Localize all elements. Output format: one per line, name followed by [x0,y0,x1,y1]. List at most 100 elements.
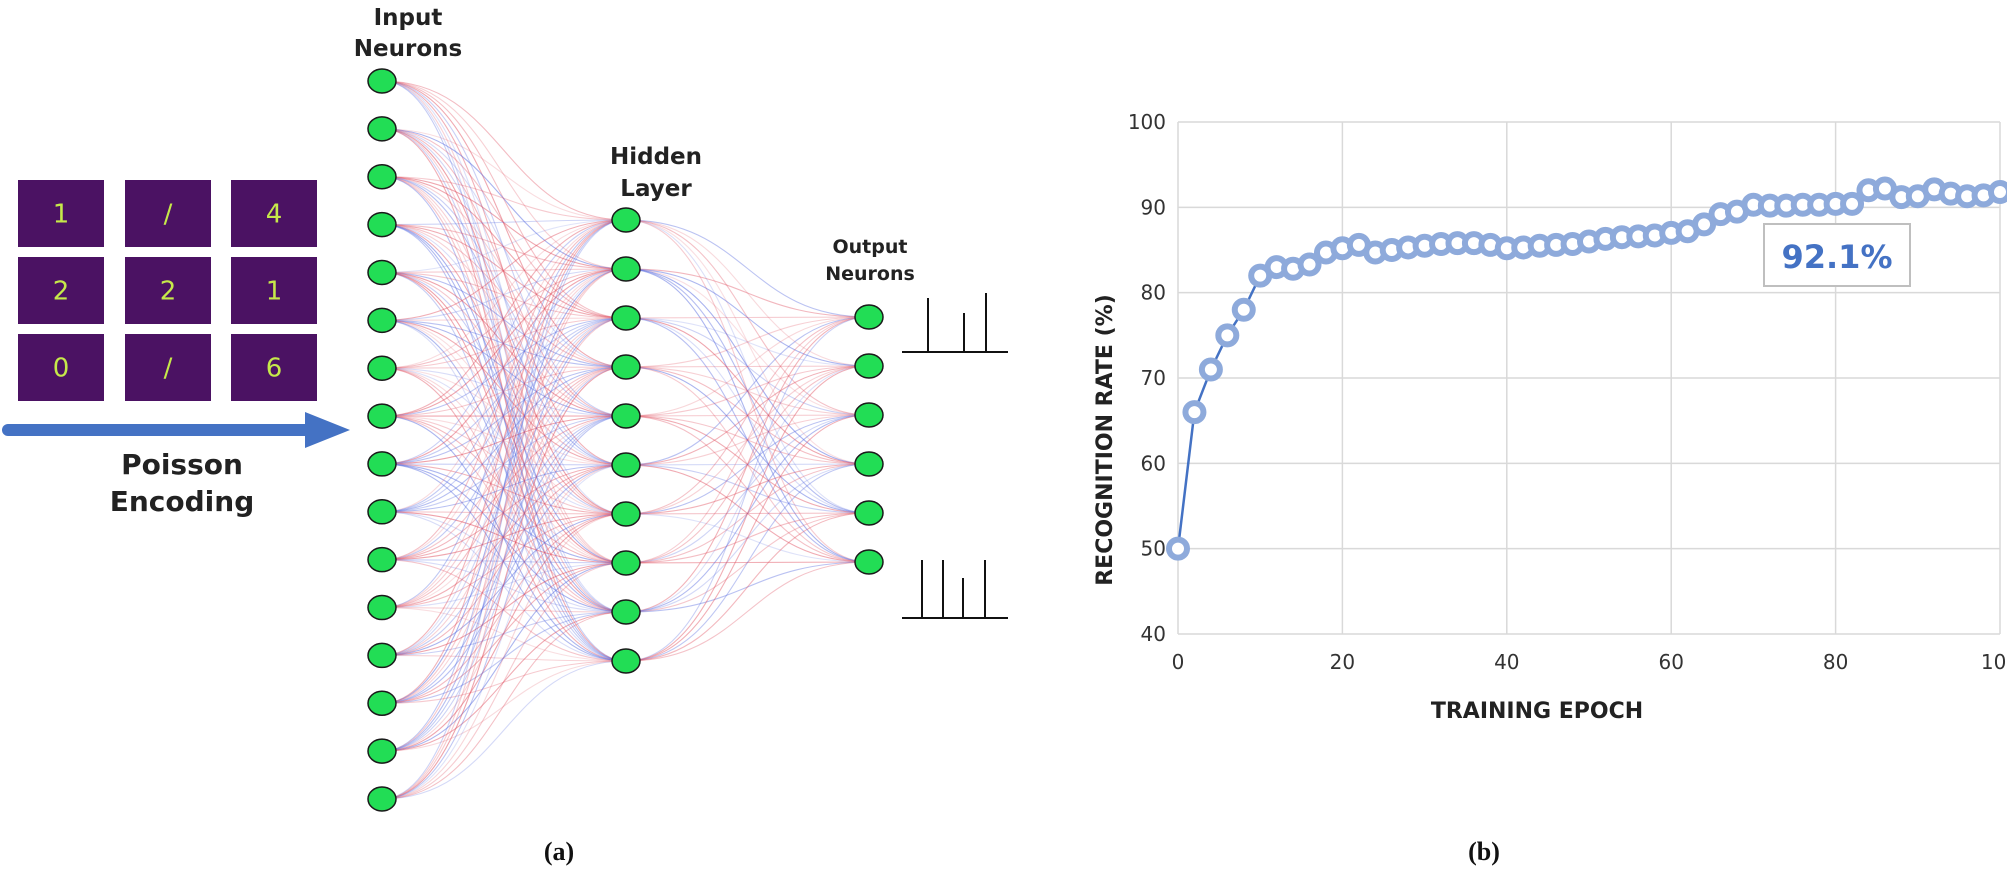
recognition-rate-chart: 0 20 40 60 80 100 40 50 60 70 80 90 100 92.1% TRAIN… [1093,110,2007,866]
synapse-link [381,317,627,513]
synapse-link [625,365,870,564]
synapse-link [381,128,627,564]
synapse-link [381,176,627,564]
synapse-link [381,224,627,564]
input-label-line1: Input [374,5,443,31]
digit-tile: 0 [18,334,104,401]
synapse-link [381,219,627,321]
synapse-link [381,366,627,704]
encoding-label-line2: Encoding [110,485,255,518]
synapse-link [381,513,627,752]
synapse-link [381,464,627,752]
synapse-link [381,176,627,368]
synapse-link [381,511,627,613]
synapse-link [381,176,627,319]
synapse-link [381,317,627,704]
synapse-link [381,463,627,515]
synapse-link [381,513,627,704]
synapse-link [381,176,627,270]
synapse-link [381,219,627,513]
input-neuron [367,738,397,764]
synapse-link [381,562,627,752]
synapse-link [625,219,870,416]
input-neuron [367,259,397,286]
synapse-link [381,317,627,752]
synapse-link [625,317,870,367]
synapse-link [381,415,627,564]
digit-glyph: / [164,200,173,230]
synapse-connections [381,80,870,800]
data-point [1166,536,1190,561]
synapse-link [625,316,870,613]
synapse-link [381,660,627,752]
synapse-link [381,559,627,613]
synapse-link [381,128,627,613]
synapse-link [381,271,627,417]
series-markers [1166,176,2007,561]
synapse-link [381,464,627,609]
synapse-link [381,271,627,515]
synapse-link [381,367,627,564]
output-neuron [854,304,884,330]
synapse-link [381,319,627,368]
synapse-link [625,366,870,416]
synapse-link [381,271,627,466]
synapse-link [381,415,627,513]
synapse-link [381,219,627,417]
data-point [1988,179,2007,204]
synapse-link [625,463,870,564]
digit-glyph: 4 [266,200,283,230]
synapse-link [381,219,627,752]
digit-glyph: 1 [53,200,70,230]
encoding-label-line1: Poisson [121,448,243,481]
synapse-link [625,464,870,514]
synapse-link [381,176,627,417]
synapse-link [625,268,870,318]
synapse-link [381,80,627,417]
synapse-link [381,366,627,752]
synapse-link [381,464,627,513]
synapse-link [381,80,627,613]
synapse-link [381,224,627,368]
synapse-link [381,511,627,515]
synapse-link [625,512,870,613]
synapse-link [625,414,870,662]
synapse-link [381,219,627,369]
data-point [1198,357,1223,382]
hidden-neuron [611,403,641,429]
x-axis-label: TRAINING EPOCH [1431,699,1643,724]
synapse-link [625,316,870,564]
input-neuron [367,451,397,477]
synapse-link [381,176,627,515]
synapse-link [625,365,870,466]
synapse-link [381,367,627,613]
synapse-link [381,611,627,752]
synapse-link [381,319,627,613]
synapse-link [381,128,627,515]
synapse-link [625,463,870,613]
data-point [1231,297,1256,322]
synapse-link [625,365,870,417]
y-axis-label: RECOGNITION RATE (%) [1093,294,1118,586]
output-neuron [854,353,884,379]
synapse-link [381,513,627,561]
digit-tile: 2 [18,257,104,324]
input-neuron [367,116,397,142]
synapse-link [381,224,627,319]
output-neuron [854,549,884,575]
synapse-link [381,268,627,274]
synapse-link [625,414,870,417]
synapse-link [381,224,627,270]
data-point [1215,323,1240,348]
synapse-link [381,464,627,656]
output-neuron [854,451,884,477]
synapse-link [381,317,627,465]
y-tick-label: 90 [1141,195,1166,219]
hidden-neuron [611,305,641,331]
input-neuron [367,642,397,669]
hidden-neuron [611,648,641,674]
hidden-neuron [611,550,641,576]
synapse-link [381,464,627,561]
synapse-link [381,219,627,656]
synapse-link [625,316,870,319]
